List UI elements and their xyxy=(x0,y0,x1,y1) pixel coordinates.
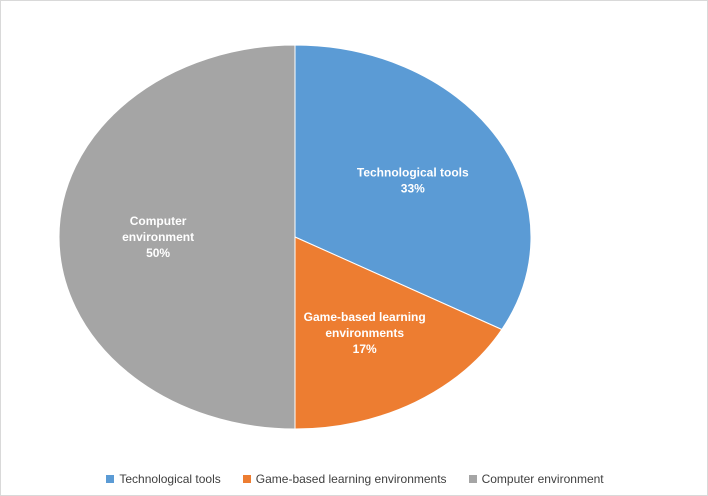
legend-swatch xyxy=(242,475,251,483)
legend-swatch xyxy=(468,475,477,483)
chart-legend: Technological tools Game-based learning e… xyxy=(1,469,708,489)
pie-chart: Technological tools 33% Game-based learnin… xyxy=(58,44,532,430)
legend-label: Game-based learning environments xyxy=(255,472,447,486)
data-label-game-based-learning-environments: Game-based learning environments 17% xyxy=(304,310,426,356)
pie-slice-game-based-learning-environments xyxy=(294,236,503,430)
pie-slice-technological-tools xyxy=(294,44,532,331)
data-label-computer-environment: Computer environment 50% xyxy=(122,214,194,260)
legend-item-game-based-learning-environments: Game-based learning environments xyxy=(242,472,447,486)
legend-item-computer-environment: Computer environment xyxy=(468,472,604,486)
legend-label: Computer environment xyxy=(481,472,604,486)
pie-slice-computer-environment xyxy=(58,44,296,430)
legend-swatch xyxy=(106,475,115,483)
legend-label: Technological tools xyxy=(119,472,221,486)
legend-item-technological-tools: Technological tools xyxy=(106,472,221,486)
data-label-technological-tools: Technological tools 33% xyxy=(357,165,469,195)
